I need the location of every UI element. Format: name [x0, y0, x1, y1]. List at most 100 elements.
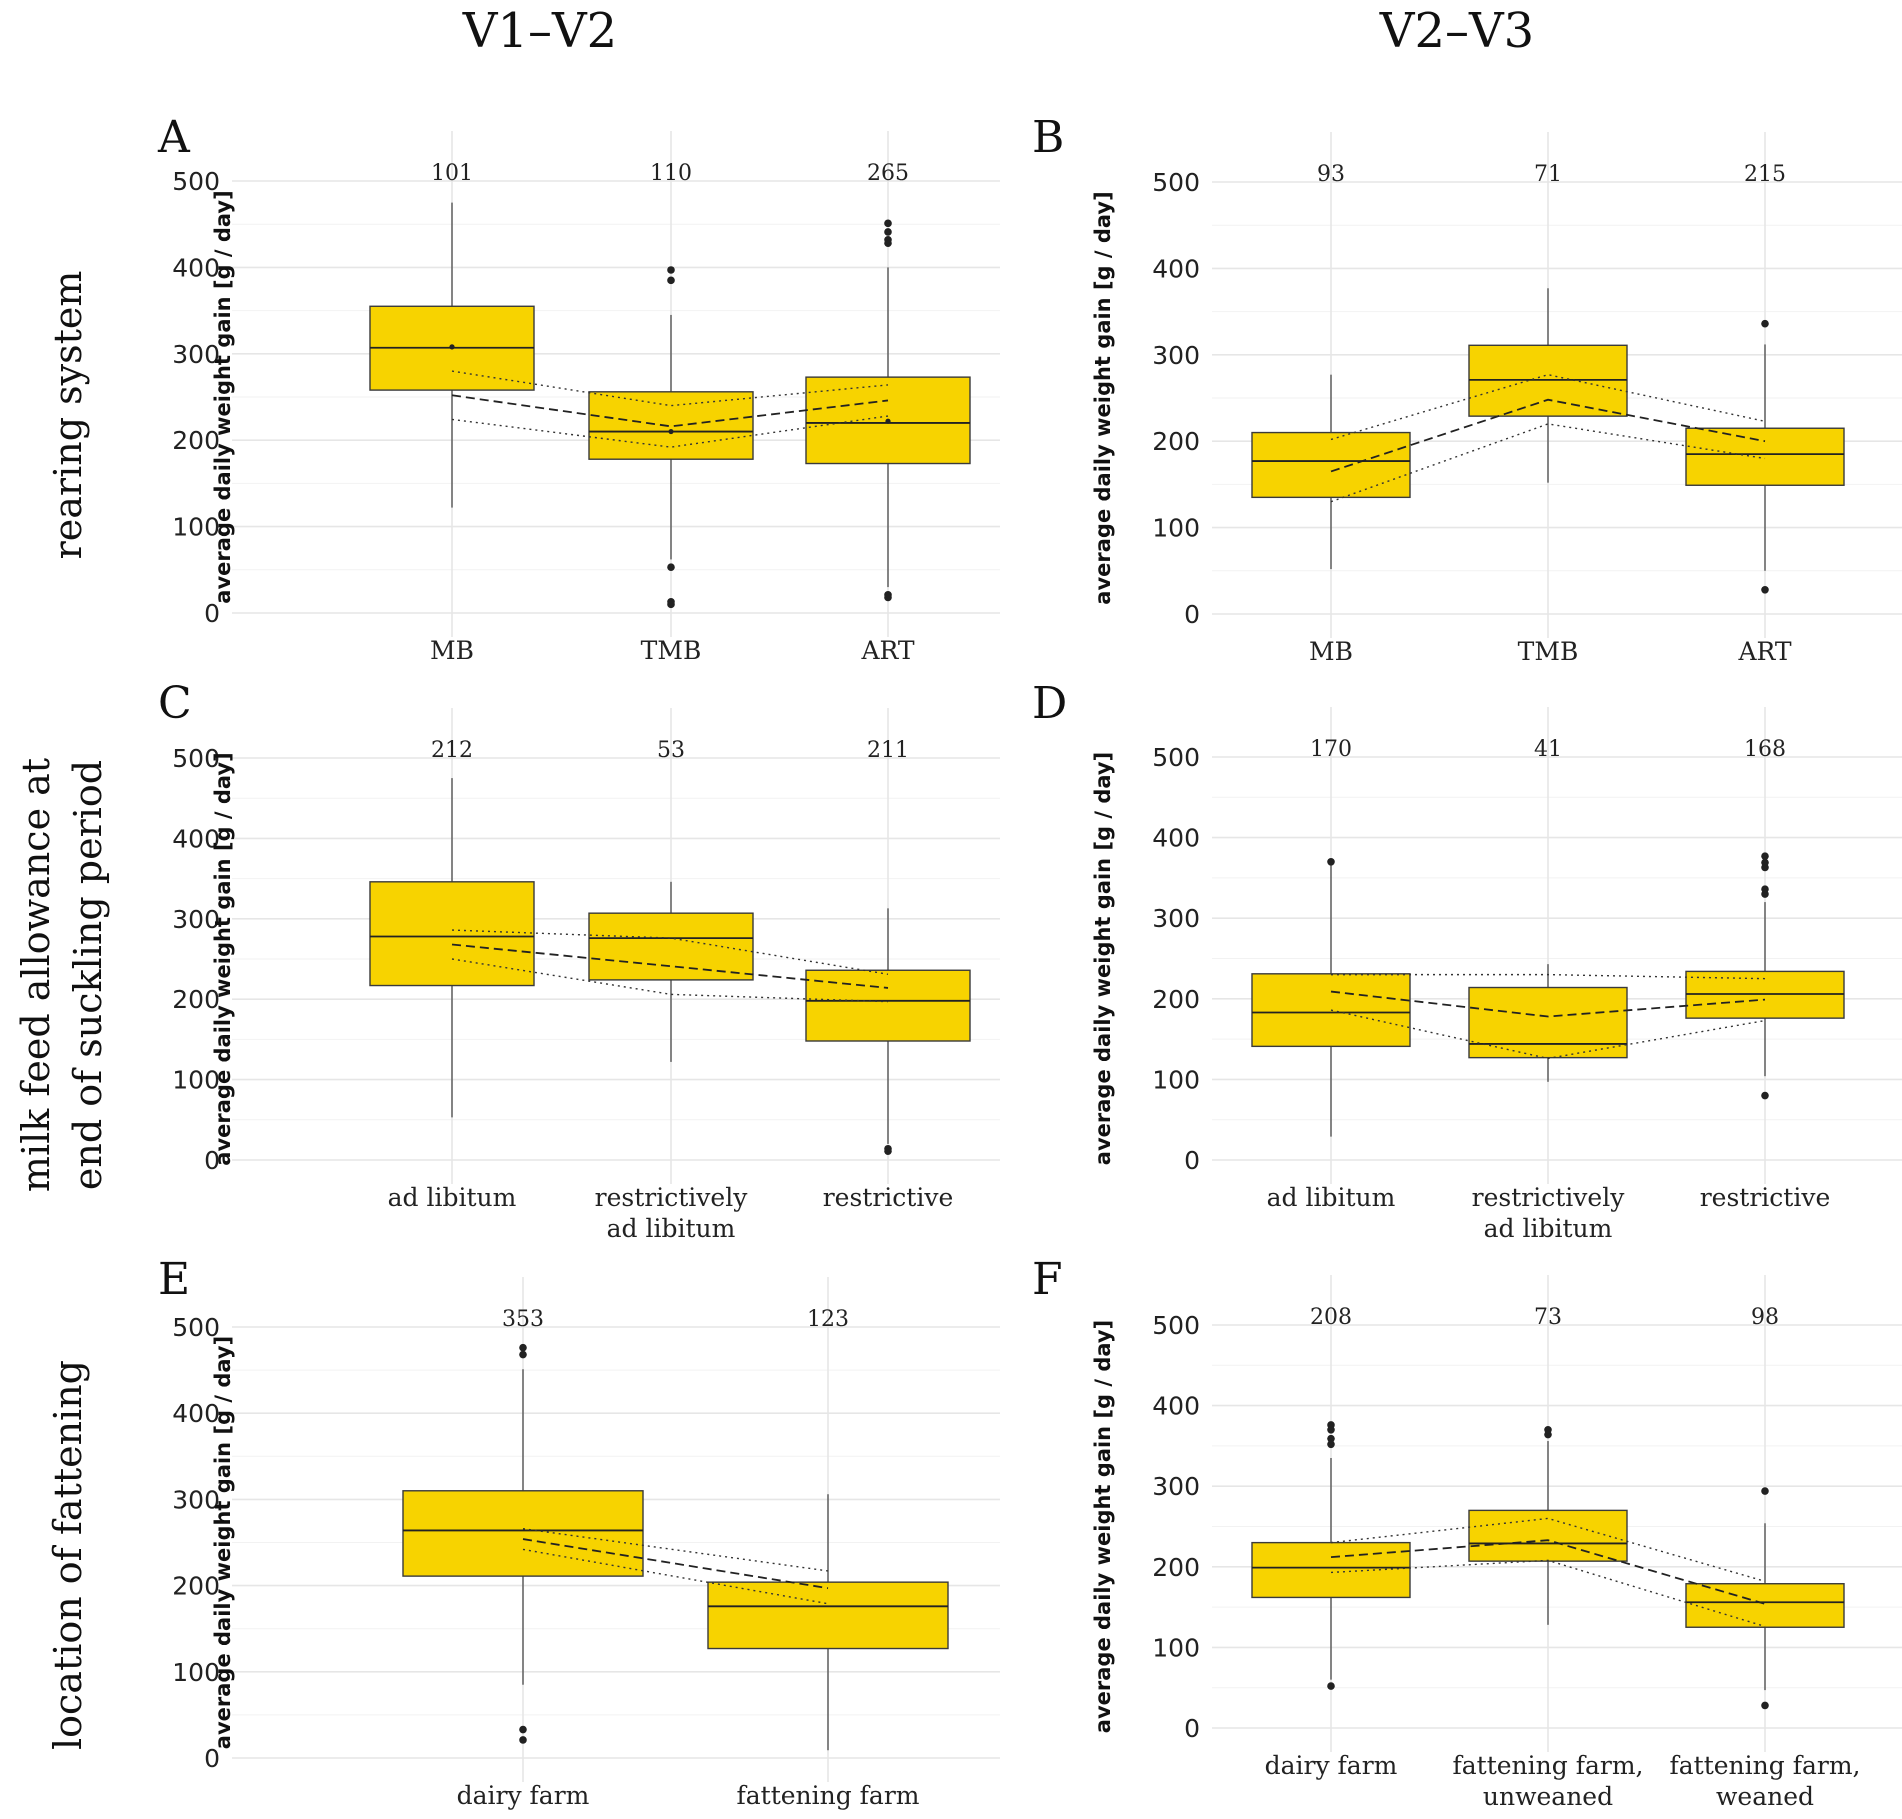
trend-ci-lower [1330, 1559, 1766, 1628]
y-axis-label: average daily weight gain [g / day] [211, 190, 235, 603]
y-tick-label: 300 [172, 1485, 220, 1514]
box-iqr [1468, 986, 1628, 1059]
panel-letter: C [158, 678, 192, 729]
box-2 [1468, 964, 1628, 1082]
trend-ci-lower [451, 415, 889, 448]
y-axis-label: average daily weight gain [g / day] [1091, 752, 1115, 1165]
outlier-point [884, 235, 892, 244]
outlier-point [884, 219, 892, 228]
outlier-point [1761, 858, 1769, 867]
outlier-point [884, 1147, 892, 1155]
outlier-point [1761, 1091, 1769, 1100]
outlier-point [884, 593, 892, 602]
outlier-point [1761, 319, 1769, 328]
x-category-label: ART [860, 636, 914, 665]
y-axis-label: average daily weight gain [g / day] [1091, 191, 1115, 604]
sample-count-label: 73 [1534, 1305, 1562, 1330]
outlier-point [1327, 1682, 1335, 1690]
box-iqr [588, 391, 754, 460]
panel-letter: B [1032, 112, 1064, 163]
sample-count-label: 212 [431, 738, 473, 763]
y-tick-label: 100 [1152, 1065, 1200, 1094]
x-category-label: fattening farm, [1453, 1751, 1644, 1780]
y-tick-label: 200 [1152, 985, 1200, 1014]
outlier-point [1327, 1440, 1335, 1449]
box-iqr [1251, 1541, 1411, 1599]
mean-point [668, 428, 674, 435]
x-category-label: TMB [1518, 637, 1579, 666]
figure-titles: V1–V2 V2–V3 rearing system milk feed allowa… [14, 3, 1534, 1750]
panel-letter: A [157, 112, 191, 163]
outlier-point [519, 1350, 527, 1359]
box-2 [588, 881, 754, 1062]
outlier-point [667, 266, 675, 274]
trend-ci-lower [522, 1548, 829, 1605]
outlier-point [1327, 857, 1335, 866]
x-category-label: ad libitum [388, 1183, 517, 1212]
row-title-milk-feed-allowance: milk feed allowance at end of suckling pe… [14, 758, 110, 1192]
y-tick-label: 300 [172, 905, 220, 934]
panel-f: F 0 100 200 300 400 500 average daily weight ga… [1032, 1254, 1902, 1811]
trend-mean [451, 943, 889, 989]
y-tick-label: 0 [1184, 1714, 1200, 1743]
y-tick-label: 0 [204, 1146, 220, 1175]
x-category-label: fattening farm, [1670, 1751, 1861, 1780]
box-2 [588, 266, 754, 609]
trend-ci-upper [1330, 1517, 1766, 1582]
box-iqr [707, 1581, 949, 1650]
sample-count-label: 98 [1751, 1305, 1779, 1330]
y-axis-label: average daily weight gain [g / day] [1091, 1320, 1115, 1733]
column-title-v1-v2: V1–V2 [462, 3, 617, 59]
x-category-label: restrictively [1472, 1183, 1626, 1212]
x-category-label: restrictive [823, 1183, 954, 1212]
y-tick-label: 200 [1152, 427, 1200, 456]
y-tick-label: 100 [172, 1658, 220, 1687]
y-tick-label: 400 [172, 824, 220, 853]
y-axis-label: average daily weight gain [g / day] [211, 1336, 235, 1749]
y-tick-label: 500 [1152, 168, 1200, 197]
outlier-point [1761, 1701, 1769, 1710]
column-title-v2-v3: V2–V3 [1379, 3, 1534, 59]
x-category-label: ART [1737, 637, 1791, 666]
x-category-label: restrictive [1700, 1183, 1831, 1212]
sample-count-label: 353 [502, 1307, 544, 1332]
x-category-label: MB [1309, 637, 1353, 666]
sample-count-label: 101 [431, 161, 473, 186]
box-iqr [1685, 427, 1845, 486]
trend-mean [1330, 398, 1766, 473]
y-tick-label: 0 [204, 599, 220, 628]
x-category-label: ad libitum [607, 1214, 736, 1243]
box-2 [707, 1494, 949, 1751]
y-tick-label: 400 [172, 1399, 220, 1428]
outlier-point [519, 1343, 527, 1352]
outlier-point [1761, 1487, 1769, 1495]
outlier-point [1761, 885, 1769, 893]
y-tick-label: 100 [1152, 514, 1200, 543]
box-2 [1468, 1425, 1628, 1625]
mean-point [449, 344, 455, 350]
outlier-point [667, 600, 675, 609]
y-tick-label: 200 [172, 985, 220, 1014]
outlier-point [519, 1725, 527, 1734]
row-title-location-of-fattening: location of fattening [46, 1360, 90, 1750]
trend-ci-upper [451, 370, 889, 407]
outlier-point [1544, 1425, 1552, 1434]
row-title-rearing-system: rearing system [46, 271, 90, 560]
box-iqr [402, 1490, 644, 1577]
y-tick-label: 500 [172, 167, 220, 196]
trend-ci-lower [451, 958, 889, 1003]
y-tick-label: 100 [172, 1066, 220, 1095]
y-tick-label: 300 [172, 340, 220, 369]
panel-letter: F [1032, 1254, 1063, 1305]
sample-count-label: 215 [1744, 162, 1786, 187]
row-title-milk-feed-allowance-line: milk feed allowance at [14, 758, 58, 1192]
y-tick-label: 400 [1152, 824, 1200, 853]
panel-letter: E [158, 1254, 190, 1305]
trend-mean [522, 1538, 829, 1590]
y-tick-label: 200 [172, 426, 220, 455]
trend-ci-lower [1330, 1009, 1766, 1060]
box-1 [402, 1343, 644, 1744]
sample-count-label: 168 [1744, 737, 1786, 762]
